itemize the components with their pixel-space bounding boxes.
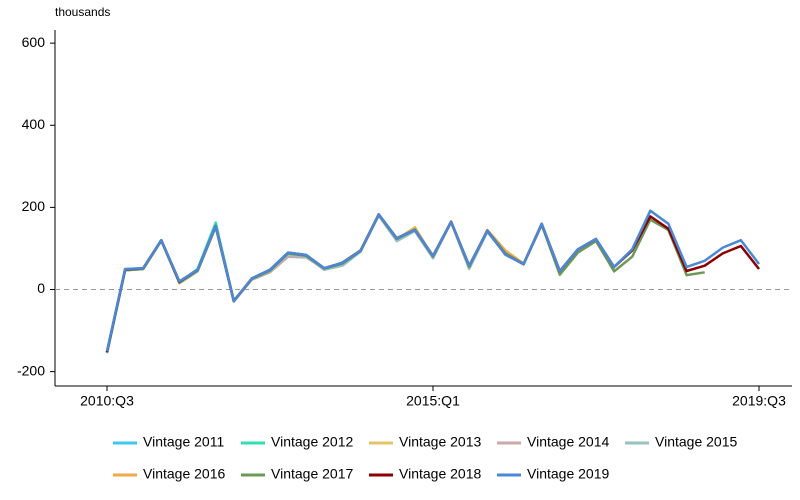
legend-label: Vintage 2019	[527, 466, 609, 482]
legend-label: Vintage 2012	[271, 434, 353, 450]
legend-label: Vintage 2014	[527, 434, 609, 450]
legend-label: Vintage 2017	[271, 466, 353, 482]
series-line	[105, 239, 199, 354]
series-line	[105, 213, 705, 353]
legend-label: Vintage 2013	[399, 434, 481, 450]
x-tick-label: 2010:Q3	[80, 393, 134, 409]
legend-label: Vintage 2015	[655, 434, 737, 450]
series-line	[105, 209, 760, 352]
series-line	[105, 213, 471, 353]
legend-label: Vintage 2016	[143, 466, 225, 482]
series-line	[105, 213, 525, 353]
y-axis-label: thousands	[55, 5, 110, 19]
y-tick-label: 400	[22, 116, 46, 132]
y-tick-label: 0	[37, 280, 45, 296]
y-tick-label: -200	[17, 362, 45, 378]
legend-label: Vintage 2018	[399, 466, 481, 482]
y-tick-label: 200	[22, 198, 46, 214]
x-tick-label: 2019:Q3	[732, 393, 786, 409]
legend-label: Vintage 2011	[143, 434, 224, 450]
y-tick-label: 600	[22, 34, 46, 50]
series-line	[105, 213, 760, 353]
x-tick-label: 2015:Q1	[406, 393, 460, 409]
